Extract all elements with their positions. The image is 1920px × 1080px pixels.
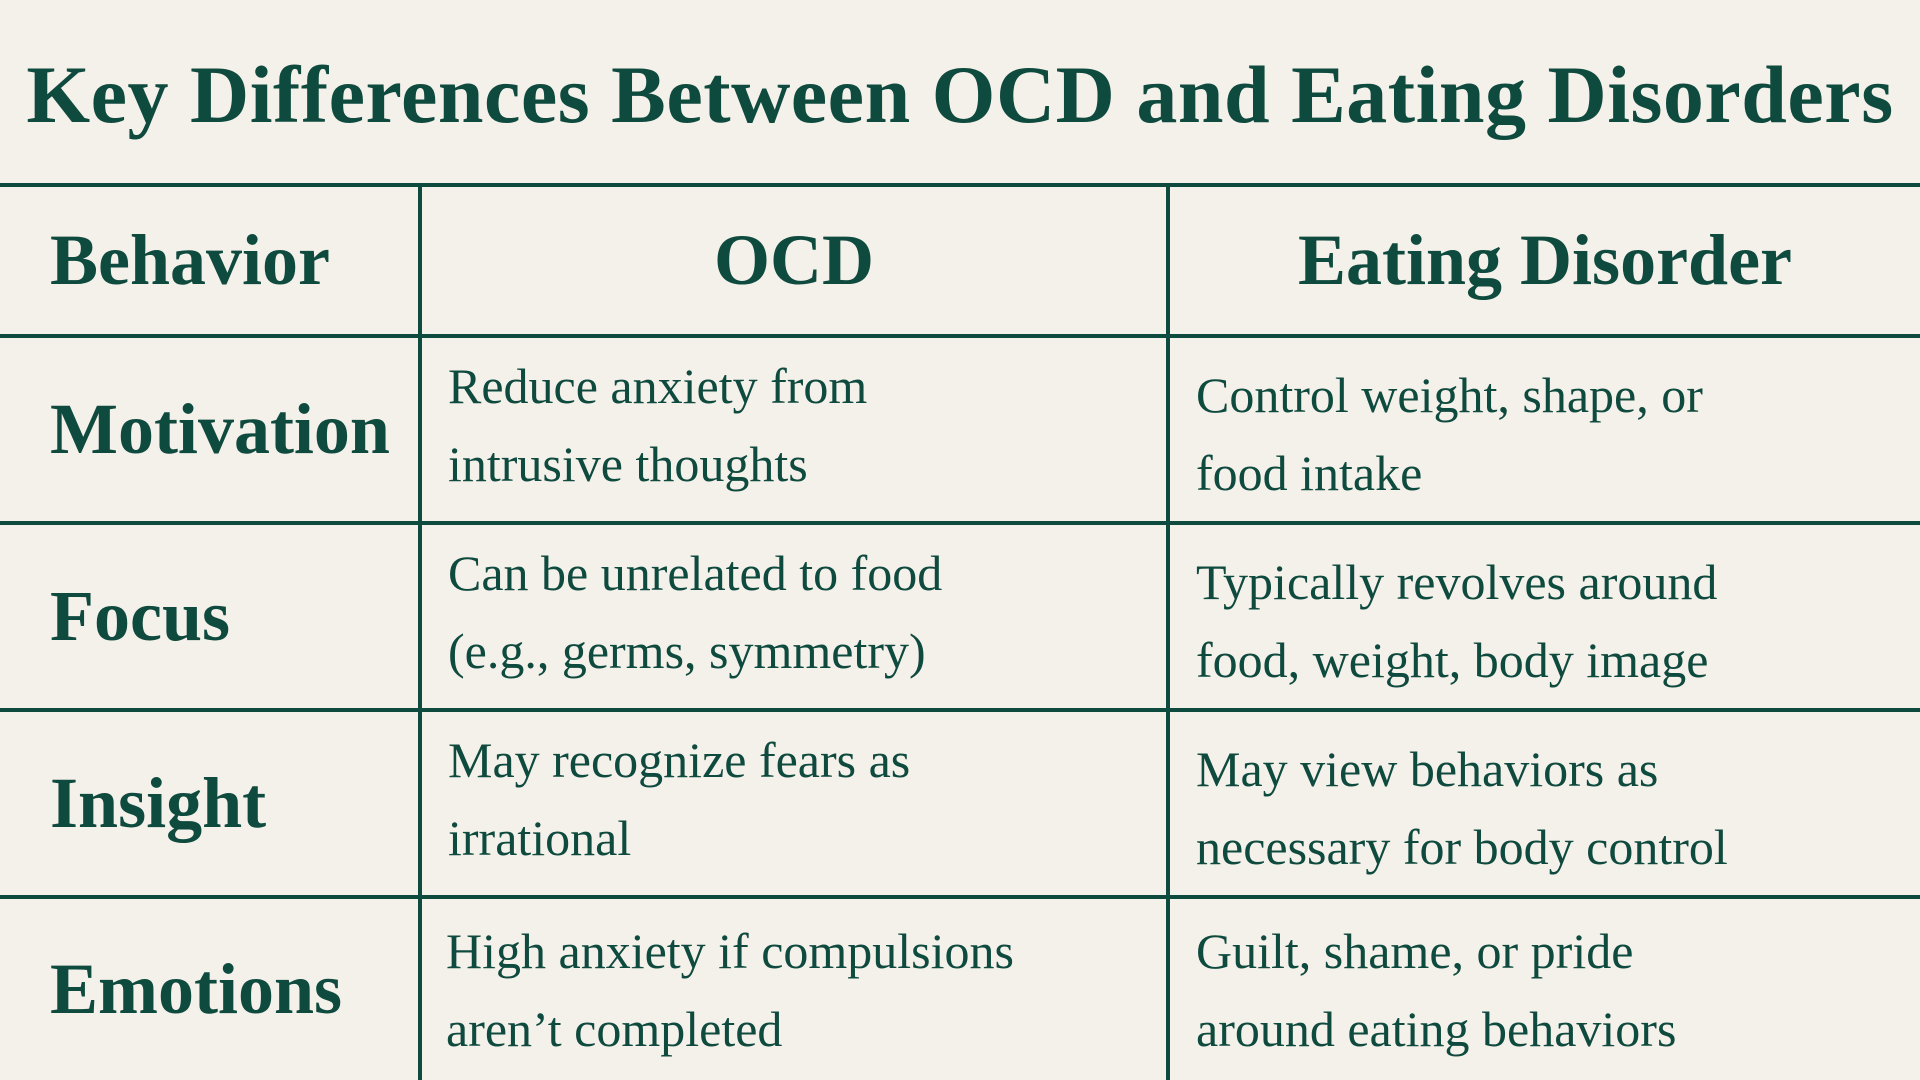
cell-text-line: May view behaviors as <box>1196 741 1659 797</box>
cell-text-line: Guilt, shame, or pride <box>1196 922 1634 979</box>
cell-text-line: May recognize fears as <box>448 732 911 788</box>
comparison-table: Behavior OCD Eating Disorder Motivation … <box>0 183 1920 1080</box>
cell-text-line: aren’t completed <box>446 1000 783 1057</box>
row-label-emotions: Emotions <box>50 948 343 1029</box>
cell-text-line: High anxiety if compulsions <box>446 922 1014 979</box>
row-divider <box>0 521 1920 525</box>
header-eating-disorder: Eating Disorder <box>1298 219 1792 300</box>
cell-ed-focus: Typically revolves around food, weight, … <box>1196 534 1920 708</box>
row-label-insight: Insight <box>50 762 267 843</box>
cell-ed-insight: May view behaviors as necessary for body… <box>1196 721 1920 895</box>
cell-ed-emotions: Guilt, shame, or pride around eating beh… <box>1196 899 1920 1080</box>
table-top-border <box>0 183 1920 187</box>
cell-text-line: Control weight, shape, or <box>1196 367 1703 423</box>
cell-text-line: Reduce anxiety from <box>448 358 868 414</box>
cell-ocd-focus: Can be unrelated to food (e.g., germs, s… <box>448 525 1166 699</box>
cell-text-line: around eating behaviors <box>1196 1000 1677 1057</box>
cell-ocd-insight: May recognize fears as irrational <box>448 712 1166 886</box>
column-divider <box>418 183 422 1080</box>
cell-text-line: food, weight, body image <box>1196 632 1709 688</box>
row-divider <box>0 708 1920 712</box>
cell-text-line: irrational <box>448 810 632 866</box>
row-label-focus: Focus <box>50 575 230 656</box>
header-divider <box>0 334 1920 338</box>
cell-ocd-motivation: Reduce anxiety from intrusive thoughts <box>448 338 1166 512</box>
row-divider <box>0 895 1920 899</box>
header-behavior: Behavior <box>50 219 330 300</box>
cell-text-line: necessary for body control <box>1196 819 1728 875</box>
column-divider <box>1166 183 1170 1080</box>
cell-text-line: (e.g., germs, symmetry) <box>448 623 926 679</box>
cell-text-line: Typically revolves around <box>1196 554 1718 610</box>
header-ocd: OCD <box>714 219 874 300</box>
cell-text-line: food intake <box>1196 445 1423 501</box>
cell-text-line: Can be unrelated to food <box>448 545 943 601</box>
page-title: Key Differences Between OCD and Eating D… <box>26 49 1894 140</box>
cell-text-line: intrusive thoughts <box>448 436 808 492</box>
cell-ocd-emotions: High anxiety if compulsions aren’t compl… <box>446 899 1166 1080</box>
row-label-motivation: Motivation <box>50 388 390 469</box>
cell-ed-motivation: Control weight, shape, or food intake <box>1196 347 1920 521</box>
